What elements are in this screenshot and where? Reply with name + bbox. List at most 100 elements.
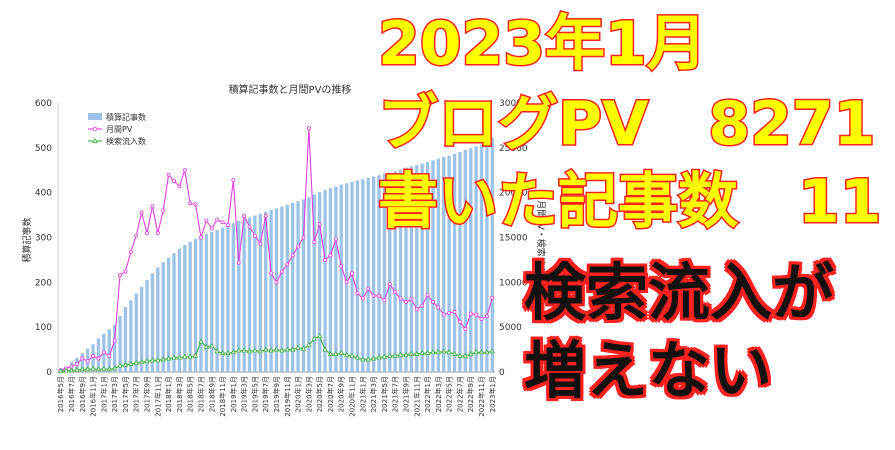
pv-point <box>166 172 171 177</box>
search-point <box>333 351 339 356</box>
bar <box>123 306 128 372</box>
pv-point <box>96 356 101 361</box>
pv-point <box>484 314 489 319</box>
y2-axis-label: 月間PV・検索流入数 <box>535 200 547 284</box>
bar <box>415 164 419 372</box>
x-tick-label: 2021年5月 <box>380 376 389 412</box>
pv-point <box>398 296 403 301</box>
y-tick-label: 200 <box>35 278 52 288</box>
x-tick-label: 2022年1月 <box>423 376 432 412</box>
search-point <box>246 348 253 354</box>
pv-point <box>134 233 139 238</box>
search-point <box>484 349 490 355</box>
pv-point <box>155 231 160 236</box>
pv-point <box>128 249 133 254</box>
search-point <box>203 343 210 349</box>
pv-point <box>366 286 371 291</box>
search-point <box>387 352 393 358</box>
pv-point <box>209 226 214 231</box>
x-tick-label: 2017年11月 <box>153 376 162 417</box>
x-tick-label: 2016年11月 <box>89 376 98 417</box>
tick-labels: 0 100 200 300 400 500 600 0 5000 10000 15000 20000 2… <box>35 99 528 417</box>
search-point <box>128 360 134 366</box>
bar <box>80 353 84 372</box>
bar <box>436 158 441 372</box>
search-point <box>295 344 301 350</box>
pv-point <box>425 292 430 297</box>
x-tick-label: 2016年9月 <box>78 376 87 412</box>
bar <box>264 211 268 372</box>
bar <box>393 171 397 372</box>
x-tick-label: 2017年3月 <box>110 376 119 412</box>
pv-point <box>225 222 230 227</box>
bar <box>485 142 489 372</box>
pv-point <box>393 290 398 295</box>
search-point <box>209 342 215 348</box>
search-point <box>263 346 269 352</box>
search-point <box>424 350 431 356</box>
y-tick-label: 400 <box>35 189 52 199</box>
pv-point <box>80 356 85 361</box>
y-tick-label: 500 <box>35 144 52 154</box>
pv-point <box>312 239 317 244</box>
bar <box>112 324 117 372</box>
search-point <box>441 348 447 354</box>
pv-point <box>161 208 166 213</box>
x-tick-label: 2018年5月 <box>186 376 195 412</box>
x-tick-label: 2016年7月 <box>67 376 76 412</box>
bar <box>247 217 252 372</box>
pv-point <box>339 264 344 269</box>
search-point <box>381 353 388 359</box>
pv-point <box>112 338 117 343</box>
search-point <box>187 353 193 359</box>
bar <box>409 166 414 372</box>
pv-point <box>403 300 408 305</box>
bar <box>280 206 284 372</box>
bar <box>269 210 273 372</box>
bar <box>129 300 133 372</box>
pv-point <box>74 361 79 366</box>
search-point <box>122 361 129 367</box>
bar <box>177 248 182 372</box>
bar <box>291 202 295 372</box>
x-tick-label: 2018年11月 <box>218 376 227 417</box>
search-point <box>74 366 80 372</box>
search-point <box>414 351 420 356</box>
x-tick-label: 2022年5月 <box>445 376 454 412</box>
pv-point <box>296 244 301 249</box>
pv-point <box>269 271 274 276</box>
bar <box>285 204 289 372</box>
bar <box>172 253 176 372</box>
pv-point <box>468 311 473 316</box>
bar <box>371 176 376 372</box>
bar <box>134 293 138 372</box>
search-point <box>360 356 366 362</box>
pv-point <box>290 253 295 258</box>
pv-point <box>150 204 155 209</box>
search-point <box>111 365 118 371</box>
pv-point <box>350 271 355 276</box>
x-tick-label: 2022年7月 <box>455 376 464 412</box>
pv-point <box>323 257 328 262</box>
bar <box>366 177 370 372</box>
pv-point <box>182 168 187 173</box>
bar <box>490 137 494 372</box>
pv-point <box>177 184 182 189</box>
pv-point <box>252 233 257 238</box>
search-point <box>58 368 64 374</box>
x-tick-label: 2021年1月 <box>358 376 367 412</box>
bar <box>210 232 214 372</box>
search-point <box>257 348 263 354</box>
bar <box>339 184 343 372</box>
search-point <box>214 348 220 354</box>
search-point <box>101 365 107 371</box>
search-point <box>462 352 468 358</box>
search-point <box>457 352 463 358</box>
bar <box>447 155 451 372</box>
search-point <box>117 362 123 368</box>
bar <box>420 163 424 372</box>
bar <box>307 197 311 372</box>
bar <box>258 213 262 372</box>
search-point <box>489 348 495 354</box>
pv-point <box>430 300 435 305</box>
